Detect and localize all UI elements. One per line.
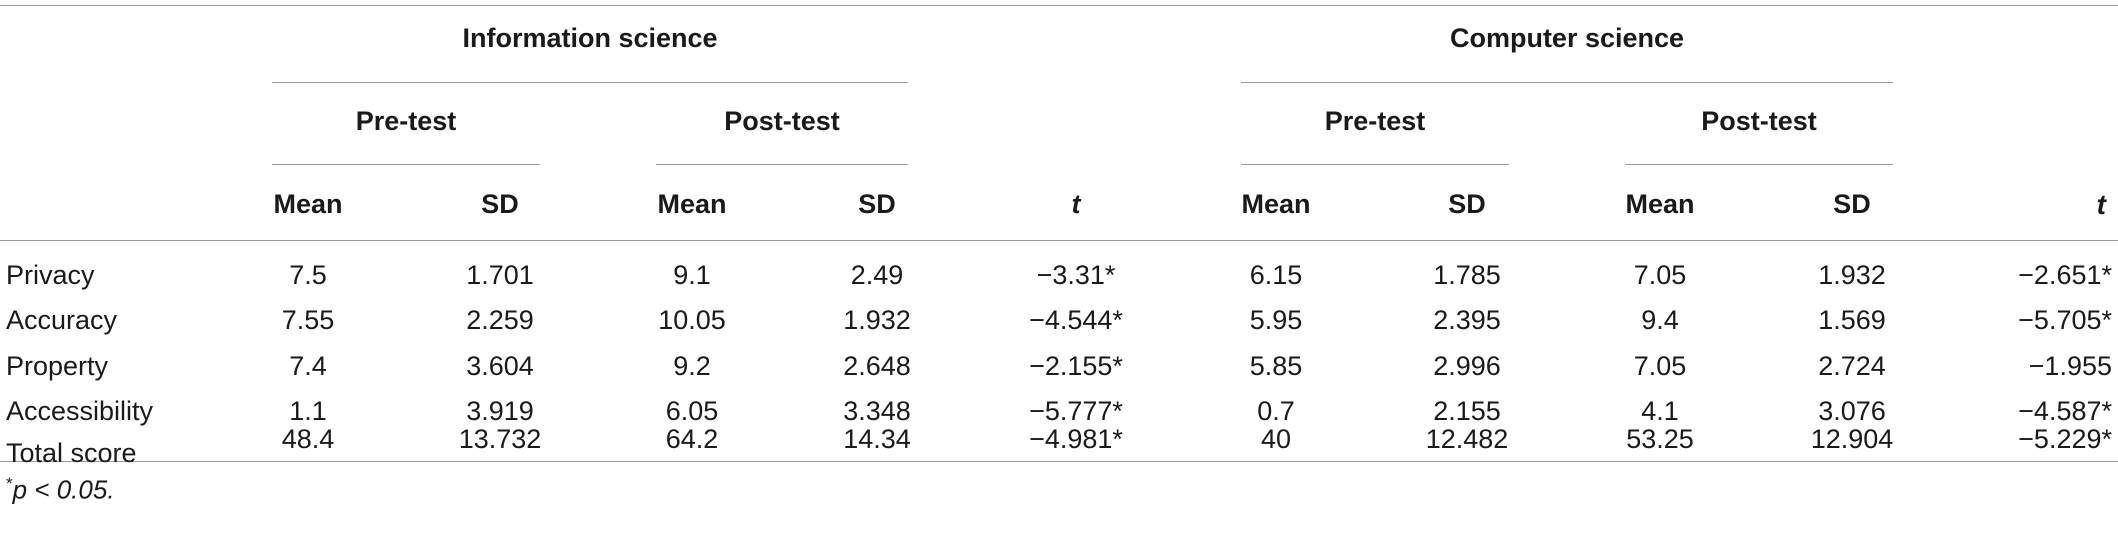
table-cell: −4.544* <box>1029 305 1123 335</box>
group-rule-information-science <box>272 82 908 83</box>
table-cell: −5.777* <box>1029 396 1123 426</box>
group-rule-computer-science <box>1241 82 1893 83</box>
table-cell: −1.955 <box>2028 351 2112 381</box>
table-bottom-rule <box>0 461 2118 462</box>
is-post-sd-header: SD <box>858 189 896 219</box>
table-cell: 2.155 <box>1433 396 1501 426</box>
table-cell: −2.651* <box>2018 260 2112 290</box>
cs-t-header: t <box>2096 189 2106 220</box>
row-label-accessibility: Accessibility <box>6 396 154 426</box>
table-cell: 48.4 <box>281 424 335 454</box>
cs-post-mean-header: Mean <box>1625 189 1695 219</box>
subgroup-rule-is-pre <box>272 164 540 165</box>
cs-pre-sd-header: SD <box>1448 189 1486 219</box>
table-cell: 1.701 <box>466 260 534 290</box>
table-cell: 5.95 <box>1249 305 1303 335</box>
table-cell: 12.482 <box>1425 424 1509 454</box>
group-title-computer-science: Computer science <box>1449 23 1685 53</box>
table-cell: 2.259 <box>466 305 534 335</box>
table-cell: −4.981* <box>1029 424 1123 454</box>
table-cell: 3.076 <box>1818 396 1886 426</box>
table-cell: 3.919 <box>466 396 534 426</box>
is-pre-sd-header: SD <box>481 189 519 219</box>
subgroup-rule-cs-pre <box>1241 164 1509 165</box>
table-cell: 10.05 <box>658 305 726 335</box>
table-cell: −5.705* <box>2018 305 2112 335</box>
table-cell: 6.15 <box>1249 260 1303 290</box>
table-cell: 1.1 <box>289 396 327 426</box>
table-cell: 9.4 <box>1641 305 1679 335</box>
table-cell: 53.25 <box>1626 424 1694 454</box>
table-cell: 2.724 <box>1818 351 1886 381</box>
is-post-mean-header: Mean <box>657 189 727 219</box>
group-title-information-science: Information science <box>462 23 718 53</box>
table-cell: 4.1 <box>1641 396 1679 426</box>
table-cell: 2.49 <box>850 260 904 290</box>
table-cell: −2.155* <box>1029 351 1123 381</box>
table-cell: 7.05 <box>1633 351 1687 381</box>
table-cell: 9.1 <box>673 260 711 290</box>
table-cell: 7.5 <box>289 260 327 290</box>
table-cell: 2.648 <box>843 351 911 381</box>
cs-post-sd-header: SD <box>1833 189 1871 219</box>
table-cell: 2.996 <box>1433 351 1501 381</box>
table-cell: 9.2 <box>673 351 711 381</box>
table-cell: 3.604 <box>466 351 534 381</box>
subgroup-rule-is-post <box>656 164 908 165</box>
table-cell: 64.2 <box>665 424 719 454</box>
table-cell: 1.932 <box>843 305 911 335</box>
table-cell: 14.34 <box>843 424 911 454</box>
row-label-accuracy: Accuracy <box>6 305 118 335</box>
table-cell: 3.348 <box>843 396 911 426</box>
footnote-text: p < 0.05. <box>12 474 115 505</box>
is-pre-mean-header: Mean <box>273 189 343 219</box>
cs-pre-test-header: Pre-test <box>1324 106 1426 136</box>
footnote: *p < 0.05. <box>6 474 115 506</box>
table-cell: 6.05 <box>665 396 719 426</box>
is-post-test-header: Post-test <box>724 106 840 136</box>
footnote-star: * <box>6 474 13 493</box>
cs-pre-mean-header: Mean <box>1241 189 1311 219</box>
is-t-header: t <box>1071 189 1081 219</box>
header-bottom-rule <box>0 240 2118 241</box>
row-label-total-score: Total score <box>6 437 137 468</box>
row-label-property: Property <box>6 351 109 381</box>
is-pre-test-header: Pre-test <box>355 106 457 136</box>
table-cell: 1.569 <box>1818 305 1886 335</box>
table-cell: 7.55 <box>281 305 335 335</box>
table-cell: −4.587* <box>2018 396 2112 426</box>
top-rule <box>0 5 2118 6</box>
table-cell: 2.395 <box>1433 305 1501 335</box>
table-cell: 12.904 <box>1810 424 1894 454</box>
table-cell: 7.4 <box>289 351 327 381</box>
subgroup-rule-cs-post <box>1625 164 1893 165</box>
table-cell: 5.85 <box>1249 351 1303 381</box>
table-cell: −5.229* <box>2018 424 2112 454</box>
table-cell: −3.31* <box>1036 260 1116 290</box>
table-cell: 1.932 <box>1818 260 1886 290</box>
table-cell: 40 <box>1260 424 1292 454</box>
table-cell: 0.7 <box>1257 396 1295 426</box>
table-cell: 13.732 <box>458 424 542 454</box>
cs-post-test-header: Post-test <box>1701 106 1817 136</box>
table-cell: 1.785 <box>1433 260 1501 290</box>
row-label-privacy: Privacy <box>6 260 95 290</box>
table-cell: 7.05 <box>1633 260 1687 290</box>
